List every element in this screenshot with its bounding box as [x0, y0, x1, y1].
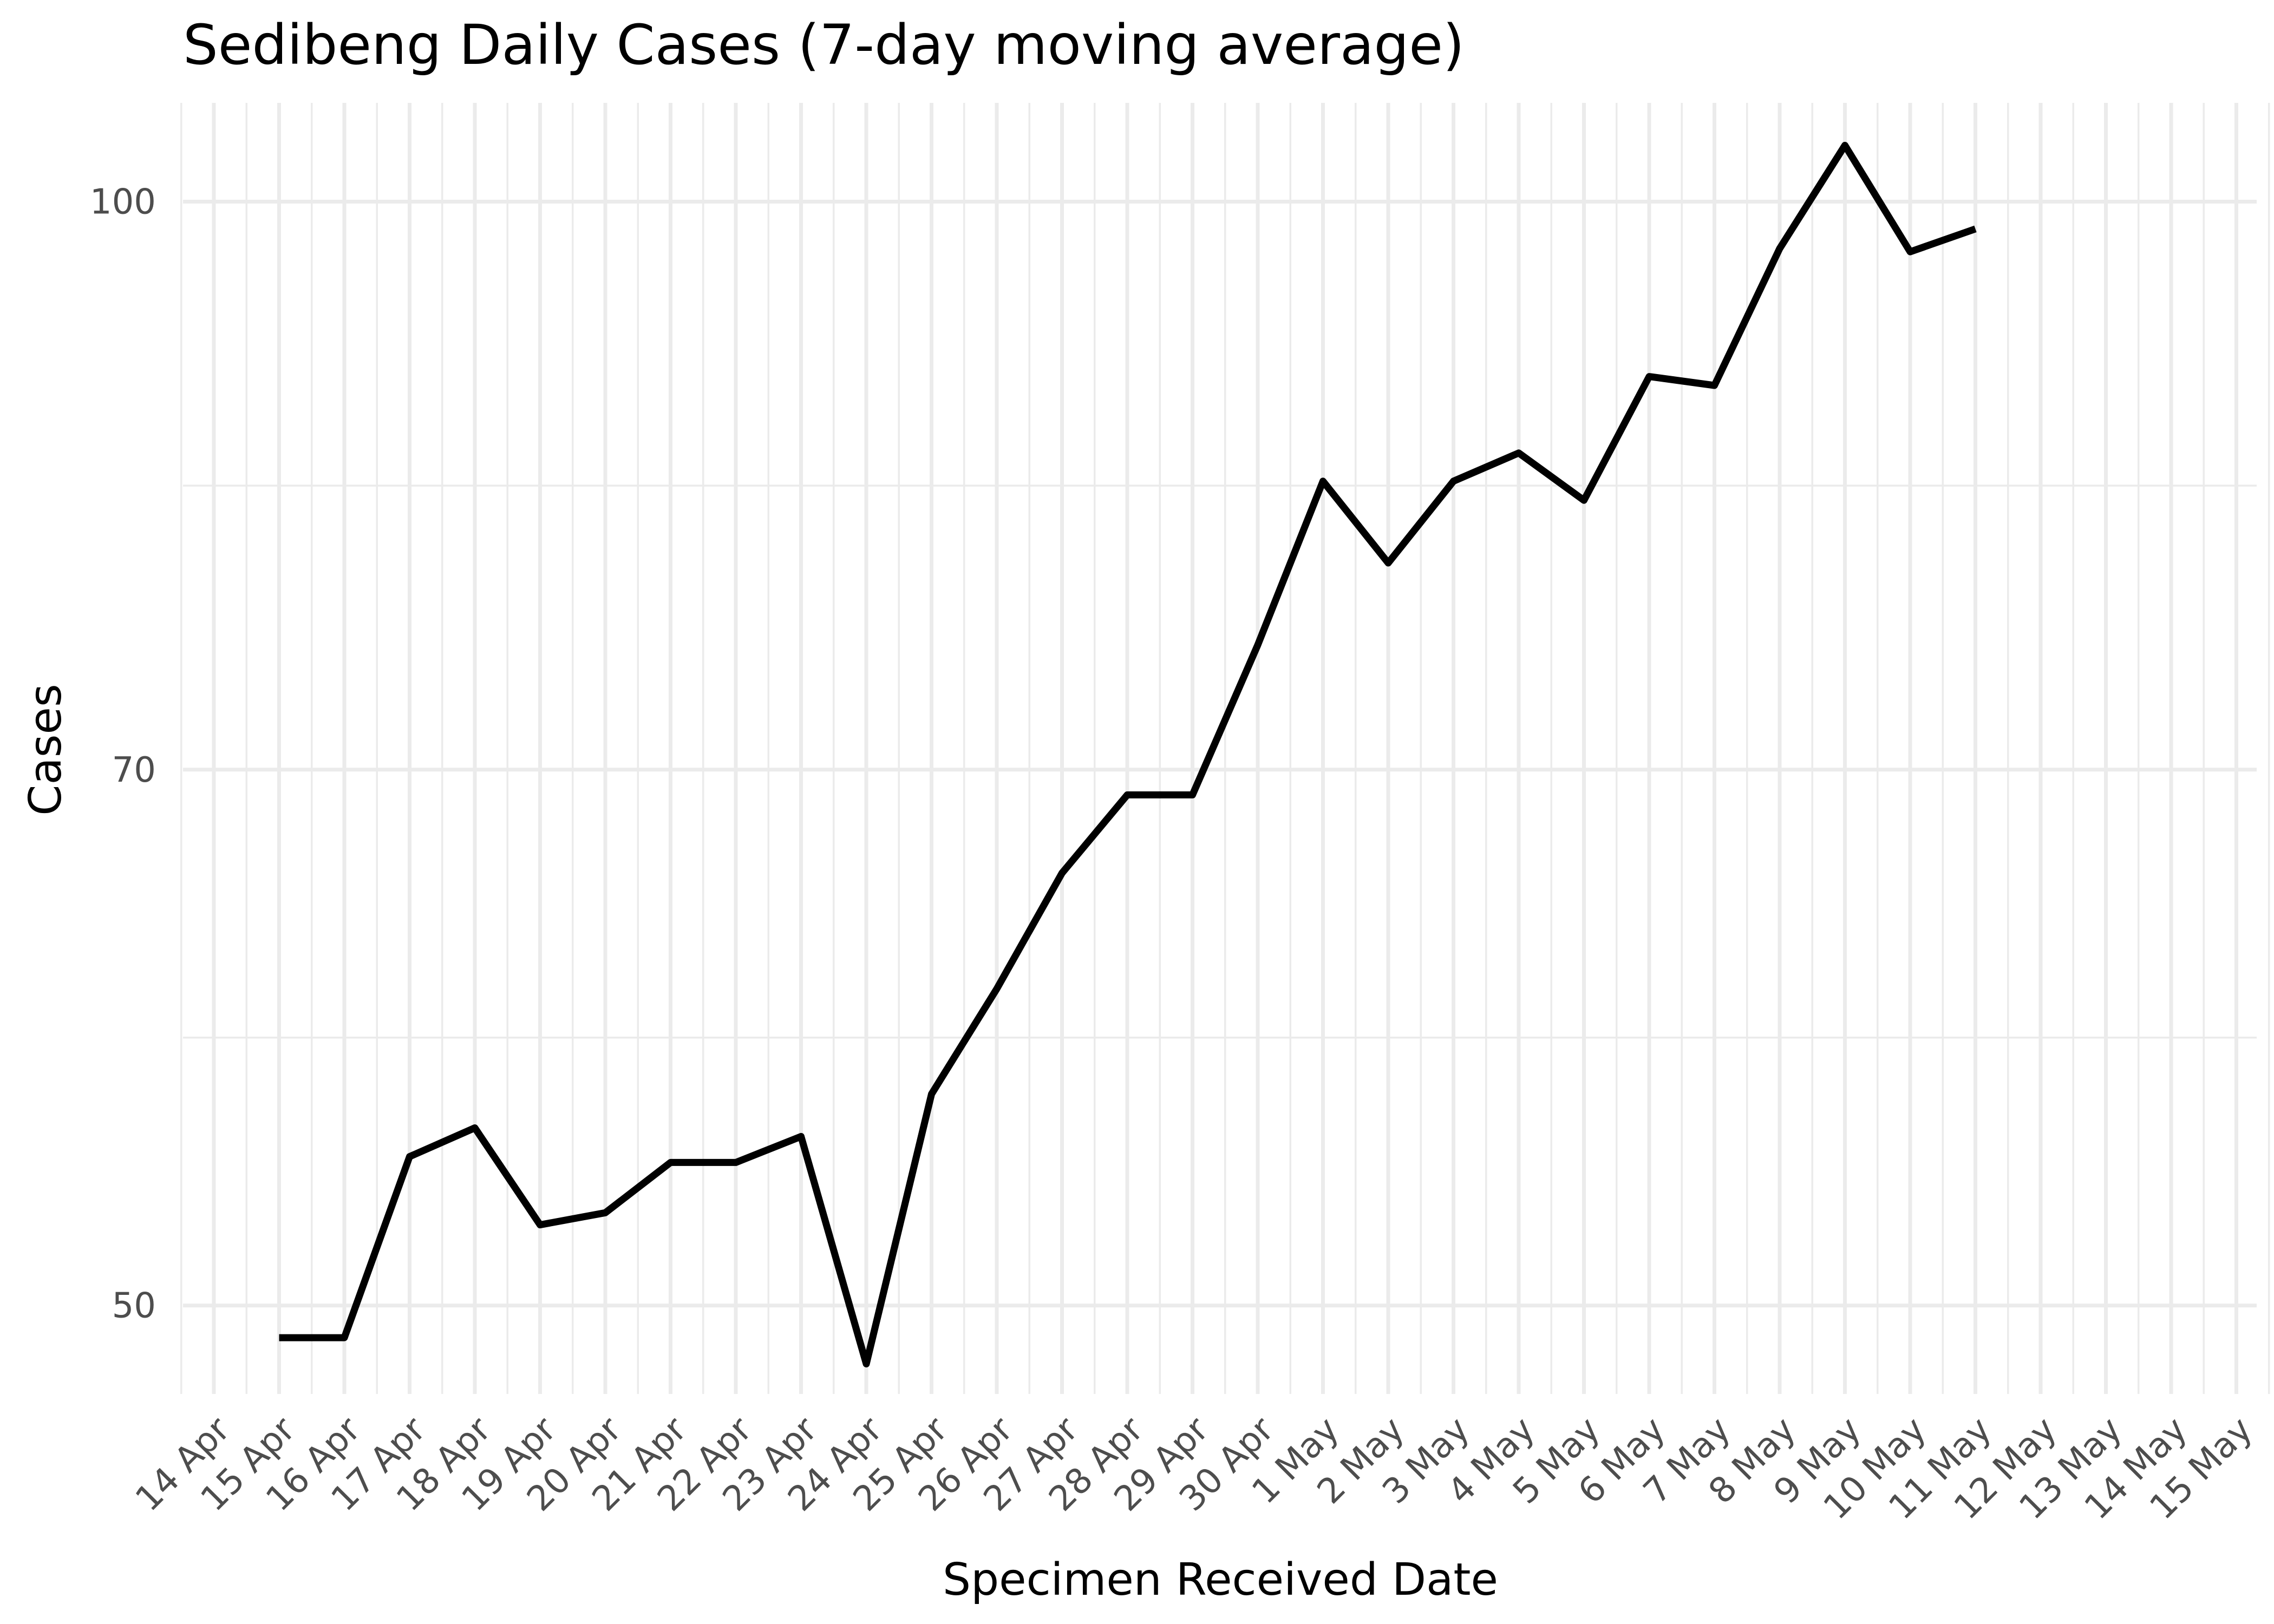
- grid-layer: [180, 103, 2270, 1394]
- y-tick-label: 100: [90, 182, 156, 222]
- series-line: [279, 142, 1977, 1367]
- y-tick-label: 70: [112, 750, 156, 790]
- y-axis-ticks: 50 70 100: [90, 182, 156, 1326]
- series-layer: [279, 142, 1977, 1367]
- x-axis-title: Specimen Received Date: [943, 1554, 1498, 1606]
- chart-title: Sedibeng Daily Cases (7-day moving avera…: [183, 13, 1465, 77]
- y-axis-title: Cases: [20, 684, 71, 815]
- y-tick-label: 50: [112, 1286, 156, 1326]
